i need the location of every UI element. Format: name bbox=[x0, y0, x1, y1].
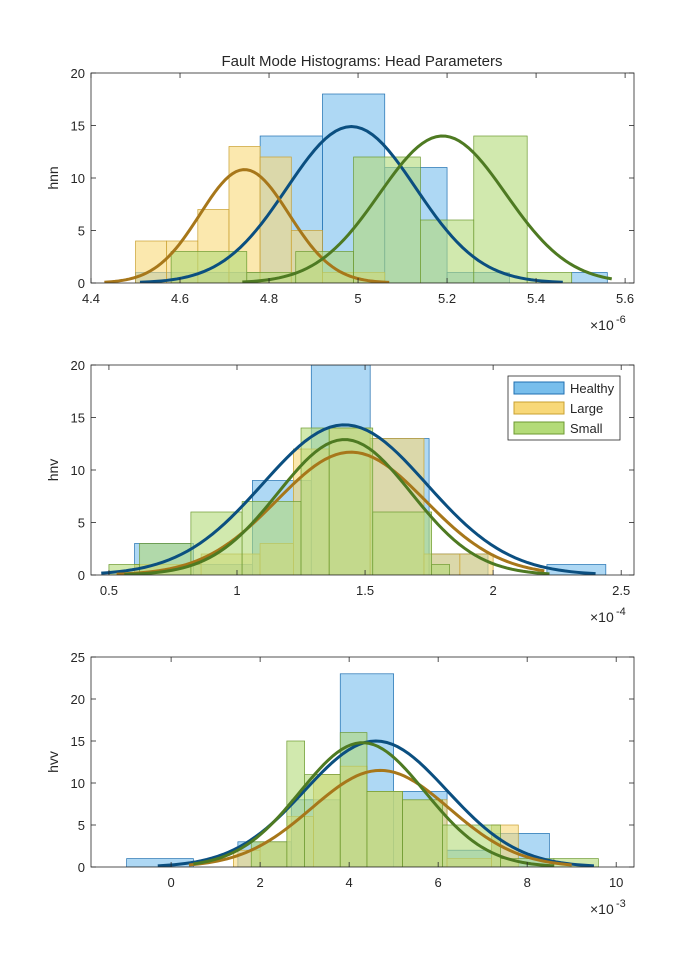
y-tick-label: 5 bbox=[78, 818, 85, 833]
axes-hnn: 4.4 4.6 4.8 5 5.2 5.4 5.6 0 5 10 15 20 hnn ×10 -6 bbox=[45, 66, 635, 333]
legend-entry-small: Small bbox=[513, 421, 603, 436]
x-tick-label: 10 bbox=[609, 875, 623, 890]
fit-curve-small bbox=[242, 134, 613, 283]
legend-label-healthy: Healthy bbox=[570, 381, 615, 396]
legend-swatch-small bbox=[513, 421, 565, 435]
axes-hnv-exponent-label: ×10 bbox=[590, 609, 614, 625]
axes-hnv-ylabel: hnv bbox=[45, 459, 61, 482]
axes-hvv: 0 2 4 6 8 10 0 5 10 15 20 25 hvv ×10 -3 bbox=[45, 650, 635, 917]
legend-swatch-large bbox=[513, 401, 565, 415]
axes-hnv-data bbox=[101, 365, 607, 575]
x-tick-label: 0 bbox=[167, 875, 174, 890]
y-tick-label: 25 bbox=[71, 650, 85, 665]
bar-small bbox=[241, 501, 302, 575]
bar-small bbox=[339, 732, 368, 867]
y-tick-label: 5 bbox=[78, 224, 85, 239]
axes-hvv-frame bbox=[90, 656, 635, 868]
legend: Healthy Large Small bbox=[507, 375, 621, 441]
bar-small bbox=[300, 427, 330, 575]
legend-entry-large: Large bbox=[513, 401, 603, 416]
fit-curve-healthy bbox=[157, 739, 595, 867]
fit-curve-large bbox=[116, 450, 545, 575]
x-tick-label: 6 bbox=[435, 875, 442, 890]
y-tick-label: 0 bbox=[78, 568, 85, 583]
bar-small bbox=[328, 427, 374, 575]
y-tick-label: 10 bbox=[71, 776, 85, 791]
x-tick-label: 1 bbox=[233, 583, 240, 598]
axes-hnn-ylabel: hnn bbox=[45, 166, 61, 189]
bar-small bbox=[353, 156, 421, 283]
x-tick-label: 4.8 bbox=[260, 291, 278, 306]
x-tick-label: 2 bbox=[257, 875, 264, 890]
y-tick-label: 10 bbox=[71, 171, 85, 186]
legend-label-small: Small bbox=[570, 421, 603, 436]
y-tick-label: 0 bbox=[78, 276, 85, 291]
axes-hnn-exponent-label: ×10 bbox=[590, 317, 614, 333]
y-tick-label: 0 bbox=[78, 860, 85, 875]
legend-entry-healthy: Healthy bbox=[513, 381, 615, 396]
axes-hvv-ylabel: hvv bbox=[45, 751, 61, 773]
figure-title: Fault Mode Histograms: Head Parameters bbox=[222, 53, 503, 70]
fit-curve-small bbox=[193, 741, 554, 867]
x-tick-label: 4.6 bbox=[171, 291, 189, 306]
bar-small bbox=[442, 824, 501, 867]
x-tick-label: 5.4 bbox=[527, 291, 545, 306]
fit-curve-small bbox=[124, 438, 550, 575]
bar-small bbox=[366, 791, 403, 867]
x-tick-label: 8 bbox=[524, 875, 531, 890]
bar-small bbox=[431, 564, 450, 575]
y-tick-label: 20 bbox=[71, 692, 85, 707]
x-tick-label: 1.5 bbox=[356, 583, 374, 598]
x-tick-label: 4.4 bbox=[82, 291, 100, 306]
y-tick-label: 15 bbox=[71, 119, 85, 134]
fit-curve-large bbox=[188, 768, 572, 867]
bar-healthy bbox=[546, 564, 607, 575]
x-tick-label: 2 bbox=[490, 583, 497, 598]
x-tick-label: 4 bbox=[346, 875, 353, 890]
y-tick-label: 15 bbox=[71, 734, 85, 749]
bar-small bbox=[402, 799, 443, 867]
bar-small bbox=[250, 841, 288, 867]
axes-hvv-exponent: -3 bbox=[616, 898, 626, 910]
fit-curve-large bbox=[104, 168, 390, 283]
y-tick-label: 15 bbox=[71, 411, 85, 426]
legend-swatch-healthy bbox=[513, 381, 565, 395]
x-tick-label: 5 bbox=[354, 291, 361, 306]
y-tick-label: 5 bbox=[78, 516, 85, 531]
axes-hnn-exponent: -6 bbox=[616, 314, 626, 326]
axes-hnn-data bbox=[104, 93, 613, 283]
x-tick-label: 2.5 bbox=[612, 583, 630, 598]
fit-curve-healthy bbox=[139, 125, 563, 283]
axes-hvv-exponent-label: ×10 bbox=[590, 901, 614, 917]
legend-label-large: Large bbox=[570, 401, 603, 416]
x-tick-label: 5.6 bbox=[616, 291, 634, 306]
y-tick-label: 20 bbox=[71, 66, 85, 81]
fit-curve-healthy bbox=[101, 423, 596, 575]
axes-hnv-exponent: -4 bbox=[616, 606, 626, 618]
axes-hnv: 0.5 1 1.5 2 2.5 0 5 10 15 20 hnv ×10 -4 bbox=[45, 358, 635, 625]
x-tick-label: 0.5 bbox=[100, 583, 118, 598]
y-tick-label: 10 bbox=[71, 463, 85, 478]
x-tick-label: 5.2 bbox=[438, 291, 456, 306]
bar-small bbox=[372, 511, 433, 575]
y-tick-label: 20 bbox=[71, 358, 85, 373]
